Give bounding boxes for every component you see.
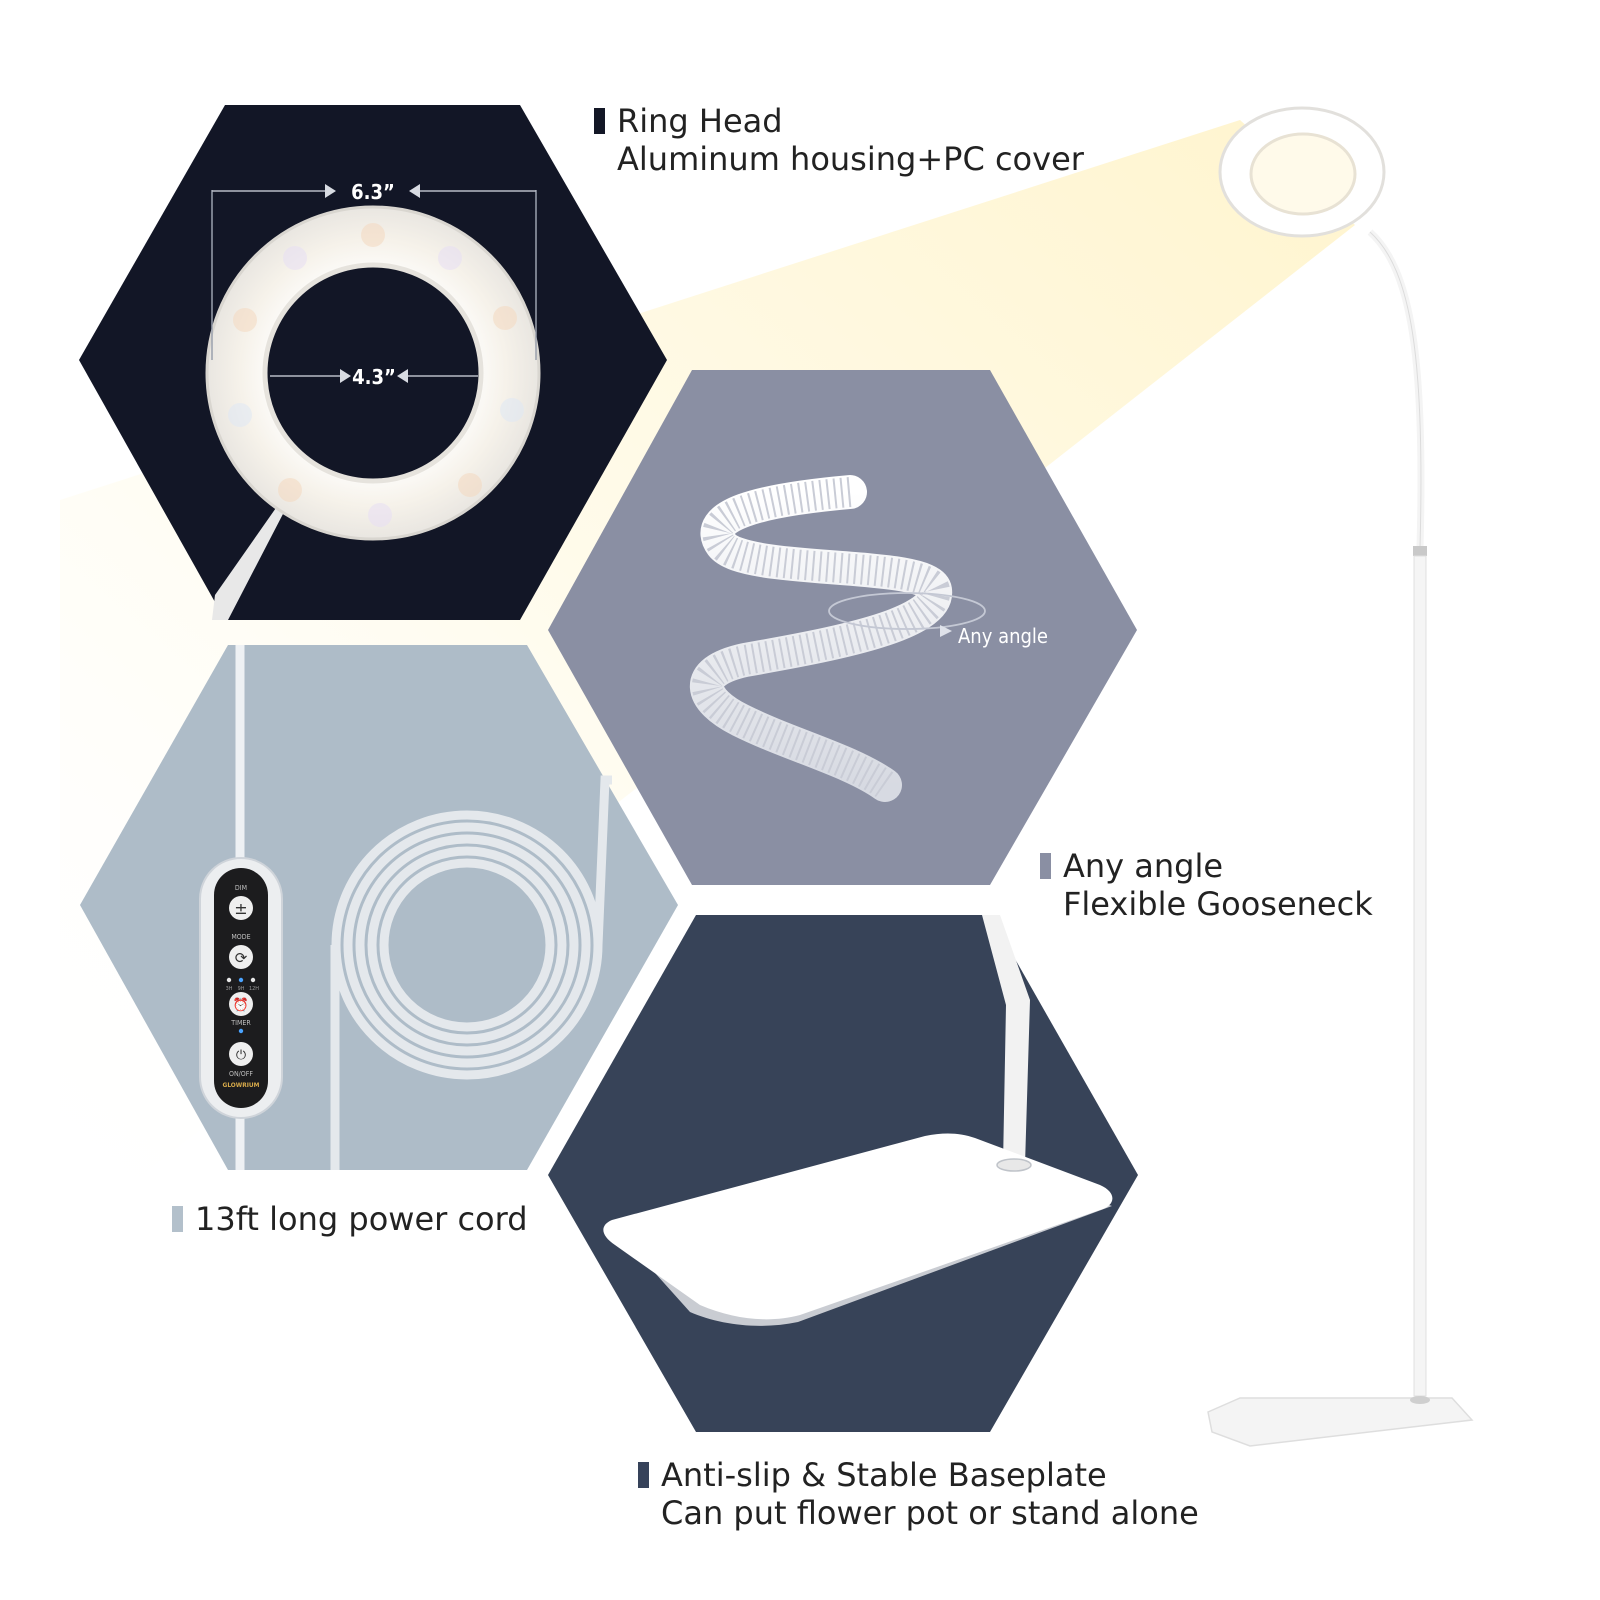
- outer-diameter-label: 6.3”: [351, 180, 395, 204]
- ring-led-dots: [228, 223, 524, 527]
- inner-dimension-arrow-left: [340, 369, 351, 383]
- power-label: ON/OFF: [229, 1070, 253, 1078]
- dim-label: DIM: [235, 884, 247, 892]
- ring-light-inner-hole: [262, 262, 484, 484]
- power-cord-panel: DIM ± MODE ⟳ 3H 9H 12H ⏰ TIMER ⏻ ON/OFF …: [80, 645, 678, 1170]
- base-plate: [603, 1133, 1113, 1320]
- baseplate-bullet: [638, 1462, 649, 1488]
- cycle-icon: ⟳: [235, 949, 248, 967]
- power-icon: ⏻: [236, 1048, 246, 1063]
- timer-active-dot: [238, 1028, 244, 1034]
- outer-dimension-arrow-right: [409, 184, 420, 198]
- power-cord-title: 13ft long power cord: [195, 1200, 528, 1238]
- ring-head-panel: 6.3” 4.3”: [79, 105, 667, 620]
- lamp-joint: [1413, 546, 1427, 556]
- ring-head-title: Ring Head: [617, 102, 783, 140]
- gooseneck-caption: Any angle Flexible Gooseneck: [1040, 847, 1373, 923]
- timer-button[interactable]: [229, 992, 253, 1016]
- lamp-ring-inner: [1249, 132, 1357, 216]
- ring-head-caption: Ring Head Aluminum housing+PC cover: [594, 102, 1084, 178]
- lamp-gooseneck: [1367, 229, 1425, 549]
- gooseneck-coil-ribs: [691, 477, 950, 798]
- rotation-arrow: [940, 625, 952, 637]
- plus-minus-icon: ±: [234, 899, 247, 918]
- baseplate-title: Anti-slip & Stable Baseplate: [661, 1456, 1107, 1494]
- timer-label: TIMER: [230, 1019, 251, 1027]
- inner-diameter-label: 4.3”: [352, 365, 396, 389]
- ring-head-subtitle: Aluminum housing+PC cover: [617, 140, 1084, 178]
- base-pole: [982, 915, 1030, 1165]
- power-cord-caption: 13ft long power cord: [172, 1200, 528, 1238]
- gooseneck-panel: Any angle: [548, 370, 1137, 885]
- ring-stem: [212, 505, 284, 620]
- rotation-label: Any angle: [958, 624, 1048, 648]
- coiled-cable: [330, 775, 612, 1170]
- lamp-base: [1207, 1397, 1474, 1447]
- alarm-clock-icon: ⏰: [233, 996, 249, 1013]
- floor-lamp: [1207, 106, 1474, 1447]
- base-pole-collar: [996, 1158, 1032, 1172]
- mode-button[interactable]: [229, 945, 253, 969]
- baseplate-panel: [548, 915, 1138, 1432]
- baseplate-subtitle: Can put flower pot or stand alone: [661, 1494, 1199, 1532]
- rotation-ellipse: [828, 592, 986, 630]
- timer-indicator-12h: [250, 977, 256, 983]
- lamp-pole: [1413, 555, 1427, 1397]
- timer-option-3h: 3H: [226, 986, 233, 992]
- dim-button[interactable]: [229, 896, 253, 920]
- timer-option-12h: 12H: [249, 986, 259, 992]
- gooseneck-title: Any angle: [1063, 847, 1224, 885]
- gooseneck-bullet: [1040, 853, 1051, 879]
- inline-controller: DIM ± MODE ⟳ 3H 9H 12H ⏰ TIMER ⏻ ON/OFF …: [199, 857, 283, 1119]
- gooseneck-subtitle: Flexible Gooseneck: [1063, 885, 1373, 923]
- controller-brand: GLOWRIUM: [223, 1081, 260, 1089]
- outer-dimension-arrow-left: [325, 184, 336, 198]
- ring-head-bullet: [594, 108, 605, 134]
- timer-indicator-3h: [226, 977, 232, 983]
- timer-option-9h: 9H: [238, 986, 245, 992]
- inner-dimension-arrow-right: [397, 369, 408, 383]
- lamp-gooseneck-outline: [1369, 231, 1422, 549]
- baseplate-caption: Anti-slip & Stable Baseplate Can put flo…: [638, 1456, 1199, 1532]
- timer-indicator-9h: [238, 977, 244, 983]
- lamp-base-collar: [1410, 1396, 1430, 1404]
- controller-face: [214, 868, 268, 1108]
- power-cord-bullet: [172, 1206, 183, 1232]
- power-button[interactable]: [229, 1042, 253, 1066]
- mode-label: MODE: [231, 933, 250, 941]
